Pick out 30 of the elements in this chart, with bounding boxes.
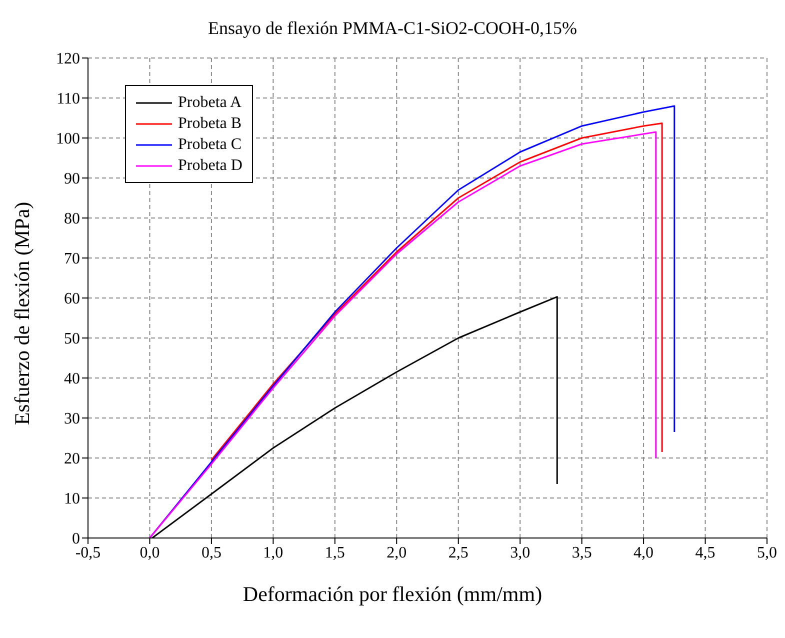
y-tick-label: 120 (56, 50, 80, 68)
y-tick-label: 100 (56, 130, 80, 148)
x-tick-label: 1,0 (263, 544, 284, 562)
legend-label: Probeta D (178, 156, 242, 174)
y-axis-title: Esfuerzo de flexión (MPa) (10, 201, 36, 425)
y-tick-label: 70 (64, 250, 80, 268)
legend-label: Probeta B (178, 114, 242, 132)
legend-label: Probeta A (178, 94, 242, 112)
y-tick-label: 10 (64, 490, 80, 508)
x-tick-label: 1,5 (324, 544, 345, 562)
x-tick-label: 0,0 (140, 544, 160, 562)
y-tick-label: 40 (64, 370, 80, 388)
y-tick-label: 20 (64, 450, 80, 468)
y-tick-label: 110 (56, 90, 80, 108)
x-tick-label: 2,5 (448, 544, 468, 562)
y-tick-label: 90 (64, 170, 80, 188)
x-tick-label: 3,5 (572, 544, 592, 562)
x-tick-label: 4,5 (695, 544, 716, 562)
x-tick-label: 5,0 (757, 544, 777, 562)
y-tick-label: 60 (64, 290, 80, 308)
chart-title: Ensayo de flexión PMMA-C1-SiO2-COOH-0,15% (207, 17, 578, 40)
y-tick-label: 50 (64, 330, 80, 348)
legend-label: Probeta C (178, 136, 242, 154)
x-tick-label: 2,0 (386, 544, 407, 562)
x-tick-label: 0,5 (201, 544, 222, 562)
x-axis-title: Deformación por flexión (mm/mm) (242, 582, 544, 607)
y-tick-label: 80 (64, 210, 80, 228)
y-tick-label: 30 (64, 410, 80, 428)
x-tick-label: 3,0 (510, 544, 530, 562)
x-tick-label: 4,0 (634, 544, 654, 562)
